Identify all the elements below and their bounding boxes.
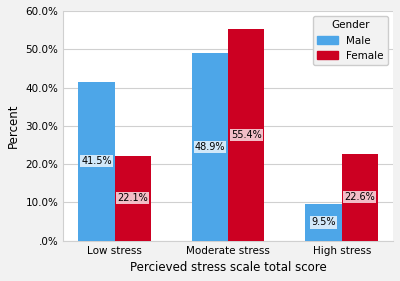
Bar [342, 154, 378, 241]
Text: 22.6%: 22.6% [344, 192, 375, 202]
Y-axis label: Percent: Percent [7, 103, 20, 148]
Bar [228, 29, 264, 241]
Legend: Male, Female: Male, Female [313, 16, 388, 65]
Text: 55.4%: 55.4% [231, 130, 262, 140]
X-axis label: Percieved stress scale total score: Percieved stress scale total score [130, 261, 326, 274]
Bar [192, 53, 228, 241]
Bar [114, 156, 151, 241]
Bar [78, 82, 114, 241]
Text: 9.5%: 9.5% [311, 217, 336, 227]
Text: 41.5%: 41.5% [81, 156, 112, 166]
Text: 22.1%: 22.1% [117, 193, 148, 203]
Text: 48.9%: 48.9% [195, 142, 225, 152]
Bar [305, 204, 342, 241]
